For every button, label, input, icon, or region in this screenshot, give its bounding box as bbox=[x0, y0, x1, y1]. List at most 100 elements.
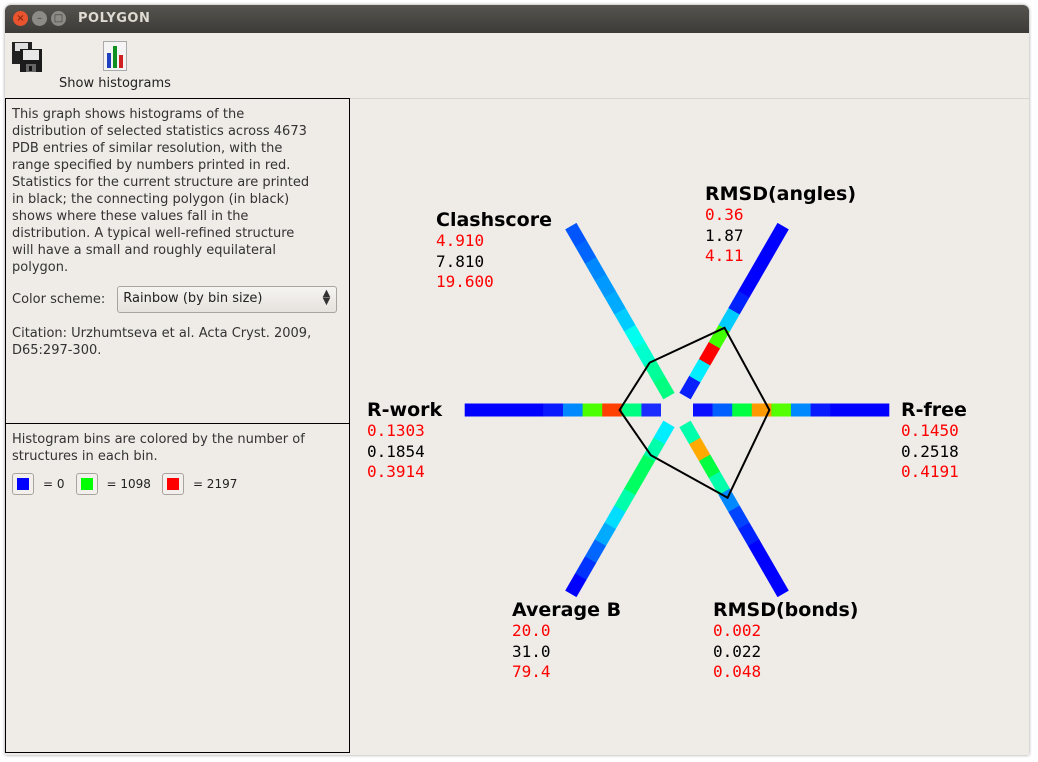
histogram-bin bbox=[643, 437, 665, 462]
histogram-bin bbox=[757, 556, 779, 581]
histogram-bin bbox=[767, 222, 789, 247]
axis-low-label: 20.0 bbox=[512, 621, 551, 640]
histogram-bin bbox=[565, 573, 587, 598]
axis-high-label: 79.4 bbox=[512, 662, 551, 681]
structure-polygon bbox=[618, 326, 771, 500]
histogram-axis-r-work bbox=[464, 403, 661, 417]
histogram-bin bbox=[747, 539, 770, 564]
histogram-bin bbox=[621, 403, 642, 417]
show-histograms-button[interactable]: Show histograms bbox=[55, 41, 175, 96]
histogram-bin bbox=[728, 290, 750, 315]
histogram-bin bbox=[698, 454, 721, 479]
histogram-bin bbox=[582, 403, 603, 417]
histogram-bin bbox=[594, 522, 616, 547]
polygon-window: × – □ POLYGON Show histograms This graph… bbox=[5, 5, 1029, 755]
axis-current-label: 7.810 bbox=[436, 252, 484, 271]
axis-high-label: 0.4191 bbox=[901, 462, 959, 481]
histogram-bin bbox=[791, 403, 811, 417]
axis-current-label: 0.022 bbox=[713, 642, 761, 661]
color-scheme-label: Color scheme: bbox=[12, 292, 106, 307]
histogram-axis-average-b bbox=[565, 420, 675, 598]
legend-color-button[interactable] bbox=[12, 473, 34, 495]
histogram-bin bbox=[810, 403, 831, 417]
histogram-bin bbox=[575, 239, 597, 264]
histogram-axis-r-free bbox=[693, 403, 890, 417]
histogram-bin bbox=[565, 222, 587, 247]
color-scheme-value: Rainbow (by bin size) bbox=[123, 291, 263, 306]
legend-color-button[interactable] bbox=[161, 473, 184, 495]
histogram-bin bbox=[718, 488, 740, 513]
axis-high-label: 0.048 bbox=[713, 662, 761, 681]
floppy-disks-icon bbox=[12, 42, 42, 72]
legend-swatch bbox=[166, 478, 179, 490]
histogram-bin bbox=[633, 454, 656, 479]
histogram-bin bbox=[464, 403, 485, 417]
save-button[interactable] bbox=[11, 41, 43, 73]
text-line: Statistics for the current structure are… bbox=[12, 175, 310, 190]
legend-swatch bbox=[80, 478, 93, 490]
axis-high-label: 4.11 bbox=[705, 246, 744, 265]
text-line: polygon. bbox=[12, 260, 69, 275]
histogram-axis-rmsd-bonds- bbox=[679, 420, 789, 598]
histogram-bin bbox=[562, 403, 583, 417]
histogram-bin bbox=[653, 375, 675, 400]
axis-current-label: 0.1854 bbox=[367, 442, 425, 461]
histogram-bin bbox=[624, 324, 646, 349]
axis-low-label: 0.002 bbox=[713, 621, 761, 640]
histogram-bin bbox=[604, 290, 626, 315]
histogram-bin bbox=[718, 307, 740, 332]
legend-label: = 2197 bbox=[192, 477, 238, 491]
legend-color-button[interactable] bbox=[75, 473, 98, 495]
text-line: in black; the connecting polygon (in bla… bbox=[12, 192, 290, 207]
legend-panel: Histogram bins are colored by the number… bbox=[5, 423, 350, 753]
histogram-bin bbox=[484, 403, 505, 417]
text-line: distribution of selected statistics acro… bbox=[12, 124, 307, 139]
citation-text: Citation: Urzhumtseva et al. Acta Cryst.… bbox=[12, 325, 343, 359]
histogram-bin bbox=[503, 403, 524, 417]
histogram-bin bbox=[708, 324, 730, 349]
axis-name-label: Clashscore bbox=[436, 209, 552, 231]
axis-current-label: 0.2518 bbox=[901, 442, 959, 461]
text-line: PDB entries of similar resolution, with … bbox=[12, 141, 283, 156]
axis-low-label: 0.1303 bbox=[367, 421, 425, 440]
histogram-bin bbox=[830, 403, 851, 417]
histogram-axis-rmsd-angles- bbox=[679, 222, 789, 400]
histogram-bin bbox=[614, 488, 636, 513]
info-panel: This graph shows histograms of the distri… bbox=[5, 98, 350, 425]
legend-description: Histogram bins are colored by the number… bbox=[12, 431, 343, 465]
histogram-bin bbox=[584, 256, 607, 281]
show-histograms-label: Show histograms bbox=[59, 76, 171, 91]
minimize-window-button[interactable]: – bbox=[32, 11, 47, 26]
text-line: This graph shows histograms of the bbox=[12, 107, 245, 122]
toolbar: Show histograms bbox=[5, 33, 1029, 99]
axis-low-label: 4.910 bbox=[436, 231, 484, 250]
histogram-bin bbox=[869, 403, 890, 417]
axis-current-label: 1.87 bbox=[705, 226, 744, 245]
axis-name-label: R-free bbox=[901, 399, 967, 421]
maximize-window-button[interactable]: □ bbox=[51, 11, 66, 26]
histogram-bin bbox=[641, 403, 661, 417]
histogram-bin bbox=[543, 403, 563, 417]
histogram-bin bbox=[689, 437, 711, 462]
color-scheme-select[interactable]: Rainbow (by bin size) ▲ ▼ bbox=[117, 286, 338, 313]
axis-name-label: RMSD(bonds) bbox=[713, 599, 858, 621]
text-line: shows where these values fall in the bbox=[12, 209, 249, 224]
text-line: will have a small and roughly equilatera… bbox=[12, 243, 276, 258]
histogram-bin bbox=[738, 273, 760, 298]
histogram-bin bbox=[747, 256, 770, 281]
histogram-bin bbox=[653, 420, 675, 445]
axis-current-label: 31.0 bbox=[512, 642, 551, 661]
histogram-bin bbox=[614, 307, 636, 332]
window-title: POLYGON bbox=[78, 11, 151, 26]
histogram-axis-clashscore bbox=[565, 222, 675, 400]
axis-name-label: Average B bbox=[512, 599, 621, 621]
bar-chart-icon bbox=[103, 41, 127, 71]
histogram-bin bbox=[732, 403, 753, 417]
legend-label: = 0 bbox=[43, 477, 65, 491]
text-line: distribution. A typical well-refined str… bbox=[12, 226, 295, 241]
histogram-bin bbox=[689, 358, 711, 383]
close-window-button[interactable]: × bbox=[13, 11, 28, 26]
legend-swatch bbox=[17, 478, 29, 490]
legend-label: = 1098 bbox=[106, 477, 151, 491]
